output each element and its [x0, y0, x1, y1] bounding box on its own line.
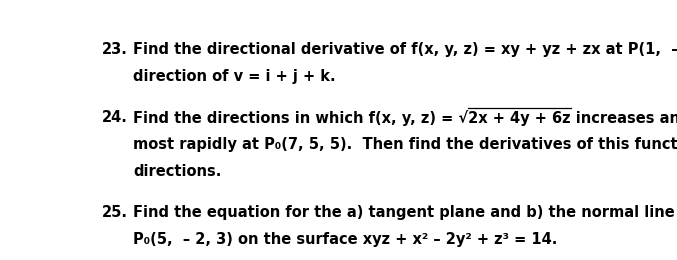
Text: direction of v = i + j + k.: direction of v = i + j + k. [133, 69, 336, 84]
Text: Find the equation for the a) tangent plane and b) the normal line at the point: Find the equation for the a) tangent pla… [133, 205, 677, 220]
Text: P₀(5,  – 2, 3) on the surface xyz + x² – 2y² + z³ = 14.: P₀(5, – 2, 3) on the surface xyz + x² – … [133, 232, 557, 248]
Text: Find the directions in which f(x, y, z) = √: Find the directions in which f(x, y, z) … [133, 110, 468, 126]
Text: Find the directions in which f(x, y, z) = √2x + 4y + 6z: Find the directions in which f(x, y, z) … [133, 110, 571, 126]
Text: 24.: 24. [102, 110, 128, 125]
Text: 25.: 25. [102, 205, 128, 220]
Text: Find the directions in which f(x, y, z) = √2x + 4y + 6z increases and decreases: Find the directions in which f(x, y, z) … [133, 110, 677, 126]
Text: Find the directions in which f(x, y, z) =: Find the directions in which f(x, y, z) … [133, 110, 458, 125]
Text: Find the directional derivative of f(x, y, z) = xy + yz + zx at P(1,  – 1, 2)in : Find the directional derivative of f(x, … [133, 42, 677, 57]
Text: 23.: 23. [102, 42, 128, 57]
Text: directions.: directions. [133, 164, 221, 179]
Text: most rapidly at P₀(7, 5, 5).  Then find the derivatives of this function in thes: most rapidly at P₀(7, 5, 5). Then find t… [133, 137, 677, 152]
